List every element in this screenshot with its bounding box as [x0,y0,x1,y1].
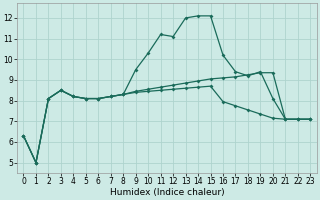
X-axis label: Humidex (Indice chaleur): Humidex (Indice chaleur) [109,188,224,197]
